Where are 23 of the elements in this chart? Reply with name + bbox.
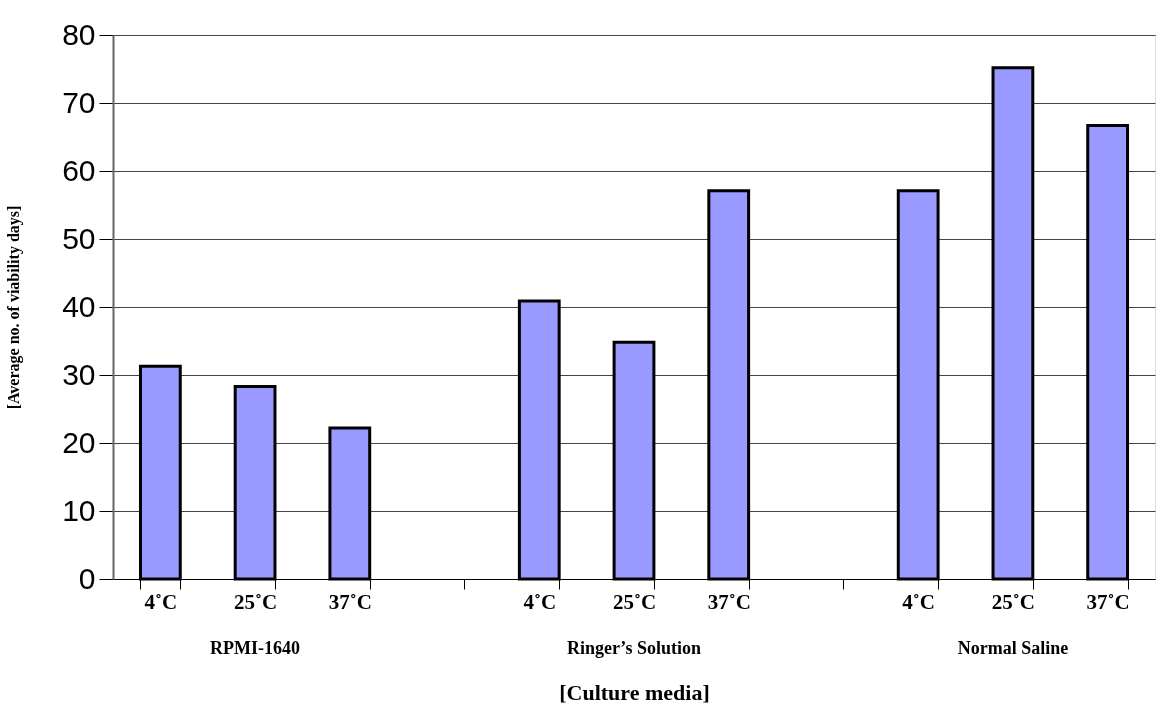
y-tick-label: 50	[62, 221, 96, 255]
y-tick-label: 20	[62, 425, 96, 459]
x-tick-label: 25˚C	[991, 589, 1035, 614]
x-tick-label: 25˚C	[612, 589, 657, 614]
x-axis-title: [Culture media]	[559, 679, 710, 705]
x-tick-label: 37˚C	[707, 589, 751, 614]
x-tick-label: 37˚C	[1086, 589, 1130, 614]
x-tick-label: 37˚C	[328, 589, 372, 614]
y-tick-label: 70	[62, 85, 96, 119]
y-tick-label: 80	[62, 17, 96, 51]
y-tick-label: 40	[62, 289, 96, 323]
y-axis-title: [Average no. of viability days]	[5, 205, 24, 410]
x-tick-label: 4˚C	[902, 589, 936, 614]
y-tick-label: 30	[62, 357, 96, 391]
x-tick-label: 4˚C	[144, 589, 178, 614]
y-tick-label: 0	[78, 561, 96, 595]
text: Ringer’s Solution	[566, 638, 702, 658]
y-tick-label: 60	[62, 153, 96, 187]
y-tick-label: 10	[62, 493, 96, 527]
text: RPMI-1640	[210, 638, 301, 658]
x-tick-label: 4˚C	[523, 589, 557, 614]
text: Normal Saline	[957, 638, 1069, 658]
x-tick-label: 25˚C	[234, 589, 278, 614]
